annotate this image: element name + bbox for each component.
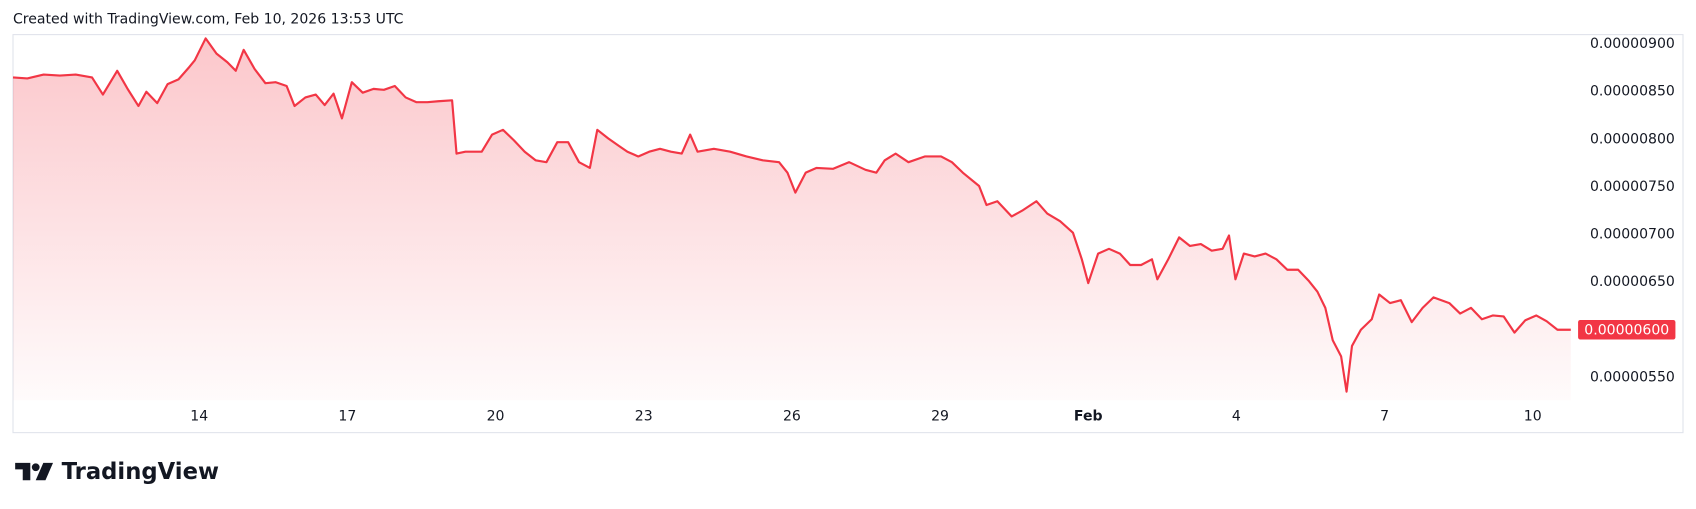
logo-shape: [35, 462, 54, 481]
x-tick-label: 23: [635, 408, 653, 424]
y-tick-label: 0.00000900: [1590, 36, 1675, 52]
price-line: [12, 37, 1571, 393]
caption: Created with TradingView.com, Feb 10, 20…: [13, 11, 404, 27]
plot-area: 0.00000550 0.00000600 0.00000650 0.00000700…: [12, 36, 1676, 424]
logo-shape: [15, 462, 31, 481]
y-tick-label: 0.00000650: [1590, 274, 1675, 290]
x-tick-label: 4: [1232, 408, 1241, 424]
x-tick-label: 10: [1524, 408, 1542, 424]
y-tick-label: 0.00000550: [1590, 369, 1675, 385]
y-tick-label: 0.00000700: [1590, 227, 1675, 243]
area-fill: [13, 38, 1571, 401]
x-tick-label: 29: [931, 408, 949, 424]
y-tick-label: 0.00000850: [1590, 84, 1675, 100]
x-tick-label: 14: [190, 408, 208, 424]
x-tick-label: 26: [783, 408, 801, 424]
y-tick-label: 0.00000750: [1590, 179, 1675, 195]
x-tick-label: Feb: [1074, 408, 1103, 424]
brand-logo: TradingView: [15, 459, 219, 485]
last-price-badge: [1578, 320, 1676, 340]
y-tick-label: 0.00000800: [1590, 131, 1675, 147]
x-tick-label: 17: [338, 408, 356, 424]
brand: TradingView: [62, 459, 219, 485]
x-tick-label: 7: [1380, 408, 1389, 424]
last-price-label: 0.00000600: [1584, 322, 1669, 338]
x-tick-label: 20: [487, 408, 505, 424]
logo-shape: [31, 463, 40, 472]
